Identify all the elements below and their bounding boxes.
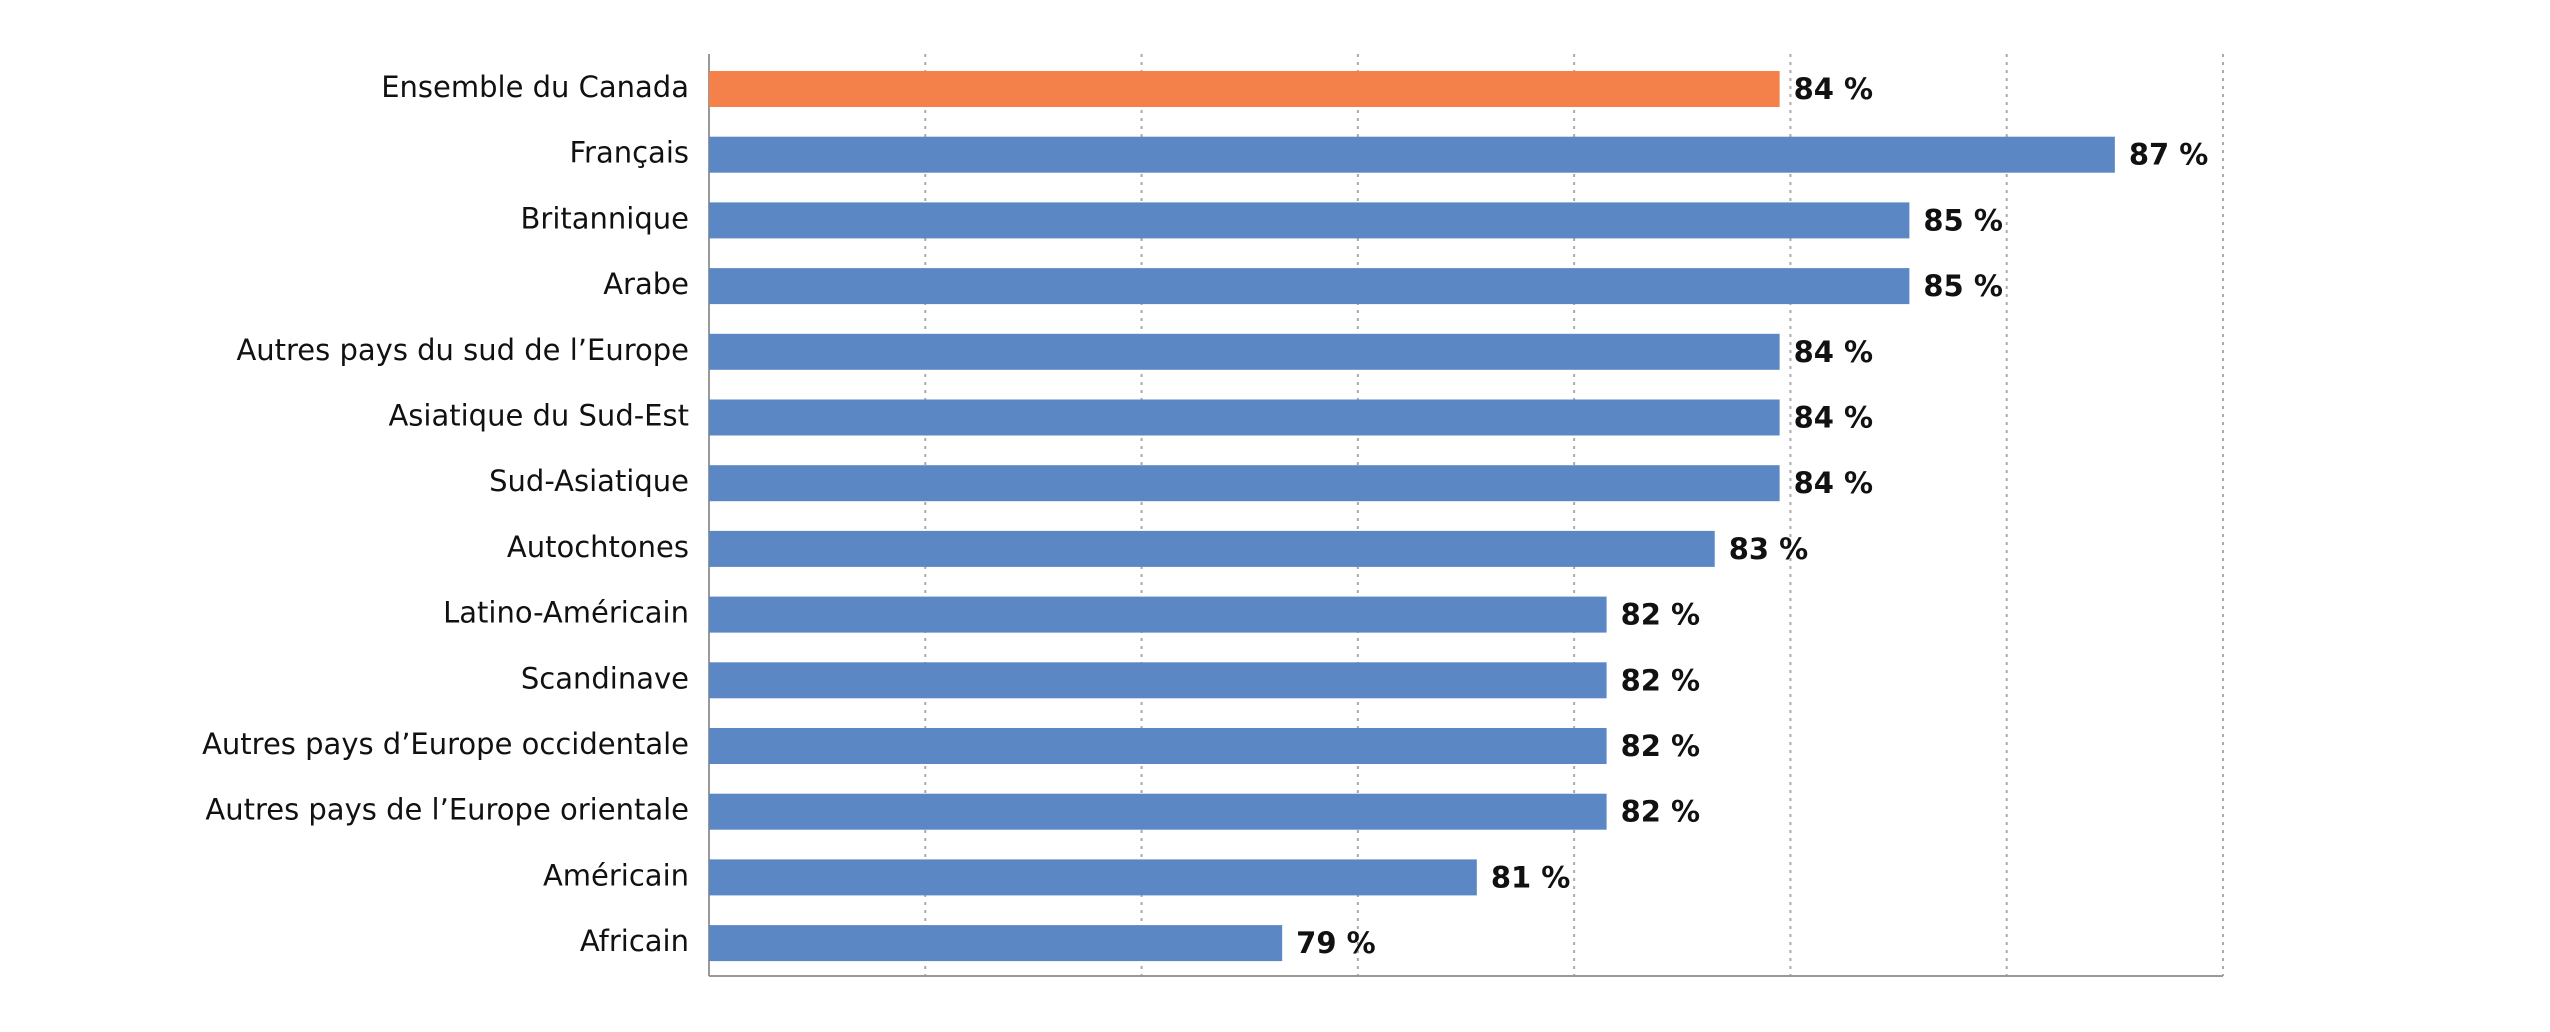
bar bbox=[709, 399, 1780, 436]
value-label: 81 % bbox=[1491, 860, 1571, 894]
value-label: 82 % bbox=[1621, 663, 1701, 697]
bar bbox=[709, 465, 1780, 502]
category-label: Latino-Américain bbox=[443, 596, 689, 630]
category-label: Arabe bbox=[603, 267, 689, 301]
bar bbox=[709, 662, 1607, 699]
bar bbox=[709, 728, 1607, 764]
category-label: Américain bbox=[543, 858, 689, 892]
bar bbox=[709, 71, 1780, 107]
category-label: Britannique bbox=[521, 201, 689, 235]
bar bbox=[709, 793, 1607, 830]
bar bbox=[709, 268, 1910, 305]
value-label: 84 % bbox=[1794, 72, 1874, 106]
category-label: Autres pays d’Europe occidentale bbox=[202, 727, 689, 761]
category-label: Autres pays de l’Europe orientale bbox=[205, 793, 689, 827]
value-label: 84 % bbox=[1794, 466, 1874, 500]
value-label: 82 % bbox=[1621, 795, 1701, 829]
category-label: Asiatique du Sud-Est bbox=[388, 399, 689, 433]
category-label: Autres pays du sud de l’Europe bbox=[236, 333, 689, 367]
bar bbox=[709, 333, 1780, 370]
value-label: 85 % bbox=[1923, 203, 2003, 237]
category-label: Sud-Asiatique bbox=[489, 464, 689, 498]
bar bbox=[709, 202, 1910, 239]
bar bbox=[709, 530, 1715, 567]
value-label: 82 % bbox=[1621, 598, 1701, 632]
category-label: Français bbox=[569, 136, 689, 170]
category-label: Scandinave bbox=[521, 661, 689, 695]
value-label: 79 % bbox=[1296, 926, 1376, 960]
bar bbox=[709, 136, 2115, 173]
bar bbox=[709, 859, 1477, 896]
category-label: Africain bbox=[580, 924, 689, 958]
value-label: 84 % bbox=[1794, 401, 1874, 435]
value-label: 84 % bbox=[1794, 335, 1874, 369]
category-label: Ensemble du Canada bbox=[381, 70, 689, 104]
value-label: 82 % bbox=[1621, 729, 1701, 763]
value-label: 85 % bbox=[1923, 269, 2003, 303]
value-label: 83 % bbox=[1729, 532, 1809, 566]
value-label: 87 % bbox=[2129, 138, 2209, 172]
bar bbox=[709, 596, 1607, 633]
bar bbox=[709, 925, 1283, 962]
category-label: Autochtones bbox=[507, 530, 689, 564]
